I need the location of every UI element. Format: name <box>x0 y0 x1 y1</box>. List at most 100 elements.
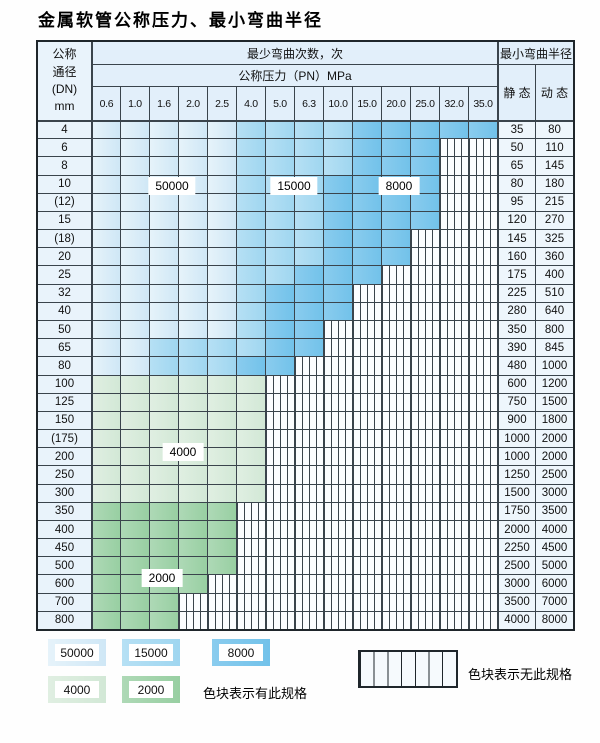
no-spec-cell <box>353 611 381 629</box>
spec-cell <box>150 266 178 284</box>
spec-cell <box>121 339 149 357</box>
spec-cell <box>179 157 207 175</box>
dn-cell: 100 <box>38 375 91 393</box>
no-spec-cell <box>382 357 410 375</box>
static-value-cell: 1000 <box>498 430 535 448</box>
no-spec-cell <box>237 575 265 593</box>
spec-cell <box>382 139 410 157</box>
no-spec-cell <box>353 466 381 484</box>
dn-cell: 400 <box>38 520 91 539</box>
no-spec-cell <box>324 557 352 575</box>
no-spec-cell <box>469 139 497 157</box>
no-spec-cell <box>469 284 497 302</box>
spec-cell <box>92 557 120 575</box>
spec-cell <box>92 375 120 393</box>
spec-cell <box>266 339 294 357</box>
static-value-cell: 80 <box>498 175 535 193</box>
no-spec-cell <box>266 557 294 575</box>
no-spec-cell <box>411 466 439 484</box>
no-spec-cell <box>382 593 410 611</box>
no-spec-cell <box>353 411 381 430</box>
cycle-count-label: 2000 <box>141 569 183 587</box>
no-spec-cell <box>324 484 352 502</box>
spec-cell <box>121 375 149 393</box>
spec-cell <box>353 230 381 248</box>
pressure-column-header: 35.0 <box>469 87 497 120</box>
no-spec-cell <box>469 230 497 248</box>
spec-cell <box>150 357 178 375</box>
legend-chip-4000: 4000 <box>48 676 106 703</box>
spec-cell <box>324 211 352 230</box>
min-bend-radius-header: 最小弯曲半径 <box>498 42 573 64</box>
spec-cell <box>92 175 120 193</box>
no-spec-cell <box>295 357 323 375</box>
spec-cell <box>295 157 323 175</box>
no-spec-cell <box>440 211 468 230</box>
spec-cell <box>208 502 236 520</box>
spec-cell <box>208 484 236 502</box>
dynamic-value-cell: 270 <box>536 211 573 230</box>
no-spec-cell <box>469 611 497 629</box>
no-spec-cell <box>237 611 265 629</box>
no-spec-cell <box>324 520 352 539</box>
dn-cell: 450 <box>38 539 91 557</box>
no-spec-cell <box>382 284 410 302</box>
legend-chip-label: 15000 <box>129 644 173 661</box>
no-spec-cell <box>411 302 439 320</box>
pressure-column-header: 10.0 <box>324 87 352 120</box>
no-spec-cell <box>411 230 439 248</box>
dynamic-value-cell: 400 <box>536 266 573 284</box>
dn-cell: 8 <box>38 157 91 175</box>
spec-cell <box>208 393 236 411</box>
cycle-count-label: 50000 <box>148 177 196 195</box>
spec-cell <box>353 121 381 139</box>
no-spec-cell <box>411 502 439 520</box>
dynamic-value-cell: 8000 <box>536 611 573 629</box>
spec-cell <box>92 575 120 593</box>
no-spec-cell <box>440 320 468 339</box>
spec-cell <box>353 139 381 157</box>
dn-cell: (18) <box>38 230 91 248</box>
spec-cell <box>150 139 178 157</box>
dynamic-value-cell: 3500 <box>536 502 573 520</box>
spec-cell <box>237 266 265 284</box>
no-spec-cell <box>469 520 497 539</box>
no-spec-hatch-swatch <box>358 650 458 688</box>
no-spec-cell <box>382 611 410 629</box>
no-spec-cell <box>411 393 439 411</box>
no-spec-cell <box>353 575 381 593</box>
spec-cell <box>179 393 207 411</box>
no-spec-cell <box>295 466 323 484</box>
no-spec-cell <box>469 557 497 575</box>
spec-cell <box>121 484 149 502</box>
no-spec-cell <box>324 593 352 611</box>
no-spec-cell <box>411 266 439 284</box>
no-spec-cell <box>469 266 497 284</box>
no-spec-cell <box>440 248 468 266</box>
dynamic-value-cell: 1500 <box>536 393 573 411</box>
static-value-cell: 2000 <box>498 520 535 539</box>
spec-cell <box>179 302 207 320</box>
spec-cell <box>353 175 381 193</box>
no-spec-cell <box>324 411 352 430</box>
no-spec-cell <box>411 320 439 339</box>
no-spec-cell <box>353 593 381 611</box>
no-spec-cell <box>469 193 497 211</box>
spec-cell <box>150 302 178 320</box>
no-spec-cell <box>266 611 294 629</box>
no-spec-cell <box>440 502 468 520</box>
spec-cell <box>179 575 207 593</box>
spec-cell <box>121 466 149 484</box>
no-spec-cell <box>295 520 323 539</box>
spec-cell <box>208 157 236 175</box>
dn-cell: 40 <box>38 302 91 320</box>
legend-chip-label: 8000 <box>219 644 263 661</box>
spec-cell <box>179 539 207 557</box>
no-spec-cell <box>324 448 352 466</box>
no-spec-cell <box>440 266 468 284</box>
spec-cell <box>382 248 410 266</box>
no-spec-cell <box>440 575 468 593</box>
spec-cell <box>382 157 410 175</box>
no-spec-cell <box>411 357 439 375</box>
static-value-cell: 1000 <box>498 448 535 466</box>
